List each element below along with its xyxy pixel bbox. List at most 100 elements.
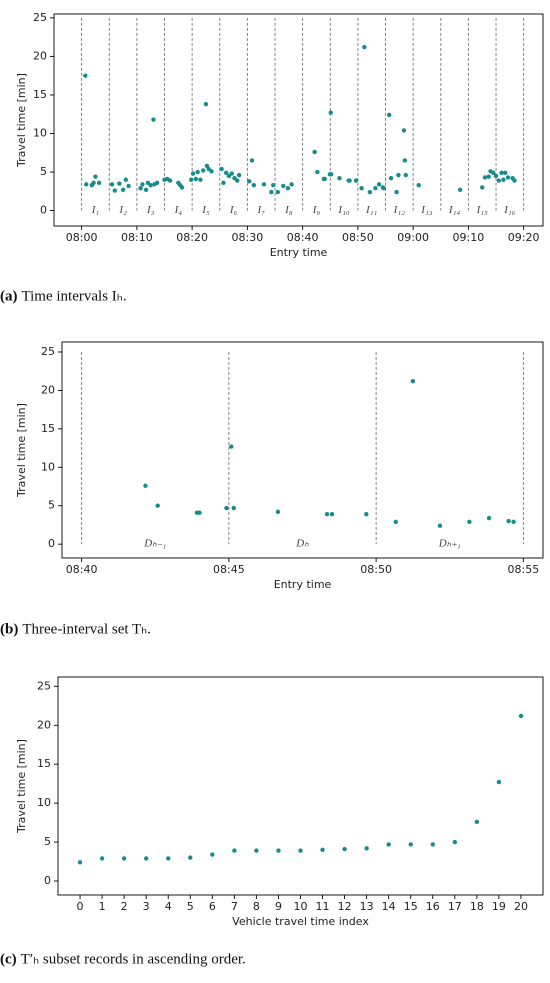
caption-label: (b)	[0, 621, 18, 637]
data-point	[285, 186, 291, 191]
data-point	[269, 189, 274, 195]
data-point	[190, 171, 196, 176]
data-point	[229, 171, 234, 176]
x-tick-label: 7	[231, 900, 238, 913]
data-point	[96, 180, 102, 186]
y-tick-label: 15	[33, 88, 47, 101]
data-point	[337, 176, 342, 181]
data-point	[289, 182, 294, 187]
data-point	[312, 149, 317, 155]
x-tick-label: 6	[209, 900, 216, 913]
data-point	[376, 182, 382, 187]
data-point	[209, 169, 214, 174]
x-tick-label: 13	[360, 900, 374, 913]
y-tick-label: 10	[41, 460, 55, 473]
y-tick-label: 15	[37, 757, 51, 770]
x-tick-label: 19	[492, 900, 506, 913]
data-point	[121, 856, 127, 861]
data-point	[496, 779, 502, 785]
data-point	[512, 178, 517, 183]
data-point	[99, 856, 105, 861]
x-tick-label: 18	[470, 900, 484, 913]
x-tick-label: 4	[165, 900, 172, 913]
data-point	[403, 172, 408, 178]
data-point	[437, 523, 443, 528]
data-point	[138, 186, 143, 191]
plot-frame	[61, 341, 544, 559]
interval-label: I₁₆	[503, 204, 515, 216]
x-tick-label: 16	[426, 900, 440, 913]
data-point	[203, 101, 209, 107]
y-tick-label: 20	[37, 718, 51, 731]
x-tick-label: 08:50	[360, 563, 392, 576]
x-axis-label: Vehicle travel time index	[232, 915, 369, 928]
data-point	[359, 186, 364, 191]
data-point	[247, 179, 252, 184]
data-point	[270, 182, 276, 188]
interval-label: Dₕ₋₁	[143, 538, 166, 550]
chart: I₁ I₂ I₃ I₄ I₅ I₆ I₇ I₈ I₉ I₁₀ I₁₁ I₁₂ I₁₃ I₁₄ I₁₅ I₁₆ 0…	[0, 11, 544, 304]
y-tick-label: 15	[41, 422, 55, 435]
data-point	[93, 174, 98, 179]
y-tick-label: 10	[33, 126, 47, 139]
data-point	[364, 846, 369, 851]
data-point	[457, 187, 463, 192]
data-point	[501, 177, 506, 182]
x-tick-label: 20	[514, 900, 528, 913]
data-point	[324, 511, 330, 517]
y-axis-label: Travel time [min]	[15, 739, 28, 834]
x-tick-label: 0	[77, 900, 84, 913]
data-point	[486, 174, 491, 179]
data-point	[117, 181, 122, 186]
y-axis-label: Travel time [min]	[15, 403, 28, 498]
data-point	[112, 188, 117, 193]
data-point	[410, 379, 416, 384]
data-point	[474, 819, 480, 825]
interval-label: I₇	[256, 204, 265, 216]
data-point	[328, 172, 334, 177]
y-tick-label: 25	[33, 11, 47, 24]
caption-label: (a)	[0, 288, 18, 304]
caption-label: (c)	[0, 951, 17, 967]
x-tick-label: 9	[275, 900, 282, 913]
y-axis-label: Travel time [min]	[15, 73, 28, 168]
x-tick-label: 11	[316, 900, 330, 913]
interval-label: I₅	[201, 204, 210, 216]
data-point	[251, 182, 257, 188]
interval-label: I₁₃	[420, 204, 432, 216]
data-point	[393, 519, 398, 525]
x-tick-label: 09:20	[508, 231, 540, 244]
data-point	[229, 444, 234, 449]
data-point	[210, 852, 215, 857]
data-point	[367, 189, 373, 195]
data-point	[503, 170, 508, 176]
x-tick-label: 5	[187, 900, 194, 913]
data-point	[408, 842, 413, 847]
data-point	[188, 855, 193, 860]
data-point	[123, 177, 129, 182]
data-point	[84, 182, 89, 187]
data-point	[261, 182, 267, 187]
data-point	[320, 847, 325, 853]
y-tick-label: 0	[48, 537, 55, 550]
caption: T′ₕ subset records in ascending order.	[21, 951, 246, 967]
data-point	[126, 183, 131, 189]
data-point	[143, 483, 148, 488]
x-tick-label: 08:00	[66, 231, 98, 244]
data-point	[120, 187, 126, 192]
interval-label: I₁₀	[337, 204, 349, 216]
data-point	[315, 169, 320, 175]
y-tick-label: 5	[48, 499, 55, 512]
x-tick-label: 09:00	[397, 231, 429, 244]
x-tick-label: 17	[448, 900, 462, 913]
x-tick-label: 09:10	[453, 231, 485, 244]
x-tick-label: 15	[404, 900, 418, 913]
data-point	[518, 713, 524, 719]
data-point	[493, 173, 499, 179]
interval-label: Dₕ	[295, 538, 309, 550]
x-axis-label: Entry time	[270, 246, 328, 259]
data-point	[394, 189, 399, 195]
y-tick-label: 0	[44, 874, 51, 887]
